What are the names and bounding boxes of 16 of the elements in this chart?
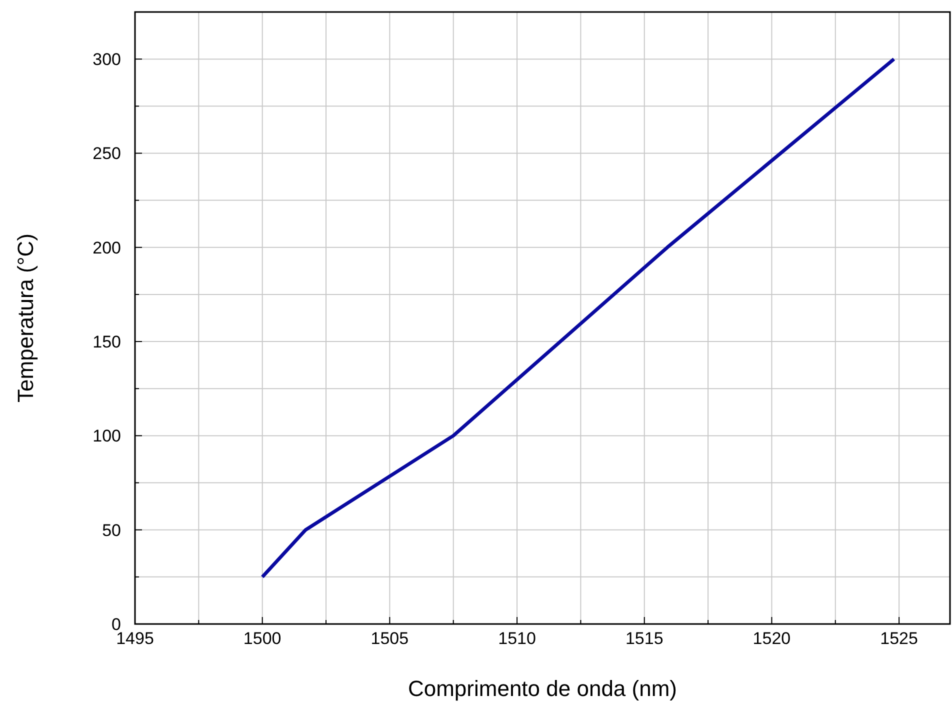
y-tick-label: 200	[92, 238, 121, 258]
x-tick-label: 1505	[370, 629, 409, 648]
line-series	[260, 57, 896, 579]
y-tick-label: 150	[92, 332, 121, 352]
y-tick-label: 50	[102, 520, 121, 540]
x-tick-label: 1515	[625, 629, 664, 648]
y-tick-label: 300	[92, 50, 121, 70]
x-tick-label: 1495	[116, 629, 154, 648]
x-tick-label: 1520	[752, 629, 791, 648]
x-axis-title: Comprimento de onda (nm)	[408, 676, 678, 701]
x-tick-label: 1500	[243, 629, 282, 648]
y-tick-label: 250	[92, 144, 121, 164]
x-tick-label: 1510	[498, 629, 536, 648]
y-tick-label: 100	[92, 426, 121, 446]
y-axis-title: Temperatura (°C)	[13, 234, 38, 402]
x-tick-label: 1525	[880, 629, 918, 648]
